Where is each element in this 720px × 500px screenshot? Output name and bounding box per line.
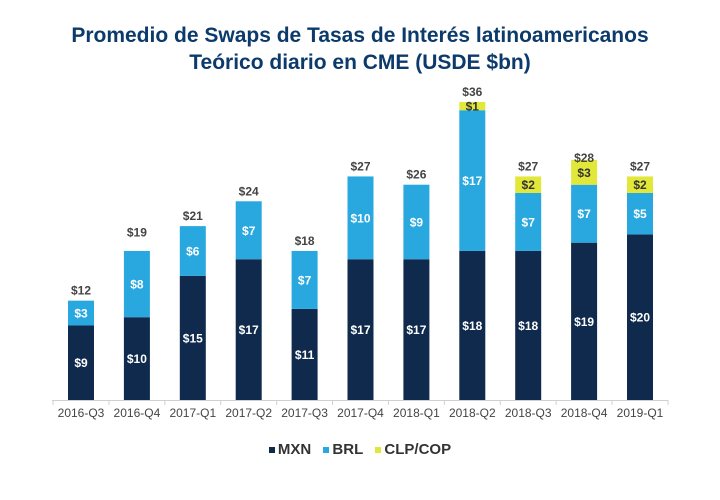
data-label: $19 <box>574 315 594 329</box>
total-label: $26 <box>406 168 426 182</box>
data-label: $11 <box>295 348 315 362</box>
bar-segment-clp-cop <box>627 176 653 193</box>
bar-segment-mxn <box>235 259 262 400</box>
x-tick-label: 2018-Q2 <box>449 406 496 420</box>
x-tick-label: 2017-Q3 <box>281 406 328 420</box>
total-label: $18 <box>295 234 315 248</box>
bar-segment-mxn <box>179 275 206 400</box>
bar-segment-clp-cop <box>571 159 598 185</box>
x-tick-label: 2018-Q4 <box>561 406 608 420</box>
data-label: $18 <box>462 319 482 333</box>
data-label: $9 <box>74 356 88 370</box>
total-label: $36 <box>462 85 482 99</box>
bar-segment-brl <box>515 193 542 251</box>
data-label: $20 <box>630 311 650 325</box>
bar-segment-mxn <box>459 250 486 400</box>
data-label: $3 <box>577 166 591 180</box>
data-label: $15 <box>183 331 203 345</box>
legend-swatch-clp-cop <box>375 447 382 454</box>
data-label: $2 <box>522 178 536 192</box>
total-label: $28 <box>574 151 594 165</box>
legend-label-brl: BRL <box>332 441 364 458</box>
data-label: $7 <box>577 207 591 221</box>
bar-segment-mxn <box>347 259 374 400</box>
x-tick-label: 2017-Q4 <box>337 406 384 420</box>
data-label: $17 <box>462 174 482 188</box>
x-tick-label: 2017-Q1 <box>169 406 216 420</box>
bar-segment-brl <box>627 193 653 235</box>
x-tick-label: 2016-Q4 <box>114 406 161 420</box>
legend-swatch-brl <box>323 447 330 454</box>
data-label: $3 <box>74 307 88 321</box>
bar-segment-brl <box>179 226 206 276</box>
x-tick-label: 2017-Q2 <box>225 406 272 420</box>
legend-item-brl: BRL <box>323 441 363 458</box>
x-tick-label: 2016-Q3 <box>58 406 105 420</box>
legend-item-clp-cop: CLP/COP <box>375 441 451 458</box>
bar-segment-mxn <box>291 308 318 400</box>
data-label: $7 <box>522 215 536 229</box>
data-label: $7 <box>298 273 312 287</box>
legend-item-mxn: MXN <box>268 441 312 458</box>
x-tick-label: 2019-Q1 <box>617 406 664 420</box>
data-label: $10 <box>350 211 370 225</box>
bar-segment-mxn <box>515 250 542 400</box>
bar-segment-brl <box>235 201 262 260</box>
data-label: $17 <box>406 323 426 337</box>
data-label: $2 <box>633 178 647 192</box>
x-tick-label: 2018-Q1 <box>393 406 440 420</box>
bar-segment-mxn <box>403 259 430 400</box>
bar-segment-brl <box>123 250 150 318</box>
bar-segment-brl <box>291 250 318 309</box>
data-label: $8 <box>130 278 144 292</box>
legend: MXN BRL CLP/COP <box>0 441 720 458</box>
data-label: $17 <box>239 323 259 337</box>
bar-segment-brl <box>403 184 430 260</box>
data-label: $17 <box>350 323 370 337</box>
data-label: $5 <box>633 207 647 221</box>
bar-segment-brl <box>347 176 374 260</box>
legend-label-clp-cop: CLP/COP <box>384 441 452 458</box>
data-label: $7 <box>242 224 256 238</box>
chart-title: Promedio de Swaps de Tasas de Interés la… <box>71 24 649 47</box>
bar-segment-brl <box>571 184 598 243</box>
bar-segment-brl <box>68 300 94 326</box>
bar-segment-clp-cop <box>515 176 542 193</box>
total-label: $21 <box>183 209 203 223</box>
total-label: $19 <box>127 226 147 240</box>
bar-segment-brl <box>459 110 486 251</box>
data-label: $6 <box>186 244 200 258</box>
bar-segment-mxn <box>68 325 94 400</box>
data-label: $10 <box>127 352 147 366</box>
total-label: $24 <box>239 184 259 198</box>
bar-segment-mxn <box>123 317 150 400</box>
total-label: $27 <box>518 159 538 173</box>
bar-segment-mxn <box>571 242 598 400</box>
bar-segment-clp-cop <box>459 101 486 111</box>
chart-subtitle: Teórico diario en CME (USDE $bn) <box>189 51 531 74</box>
total-label: $27 <box>350 159 370 173</box>
total-label: $12 <box>71 284 91 298</box>
total-label: $27 <box>630 159 650 173</box>
data-label: $9 <box>410 215 424 229</box>
x-tick-label: 2018-Q3 <box>505 406 552 420</box>
legend-label-mxn: MXN <box>277 441 312 458</box>
data-label: $18 <box>518 319 538 333</box>
data-label: $1 <box>466 100 480 114</box>
legend-swatch-mxn <box>268 447 275 454</box>
bar-segment-mxn <box>627 234 653 400</box>
